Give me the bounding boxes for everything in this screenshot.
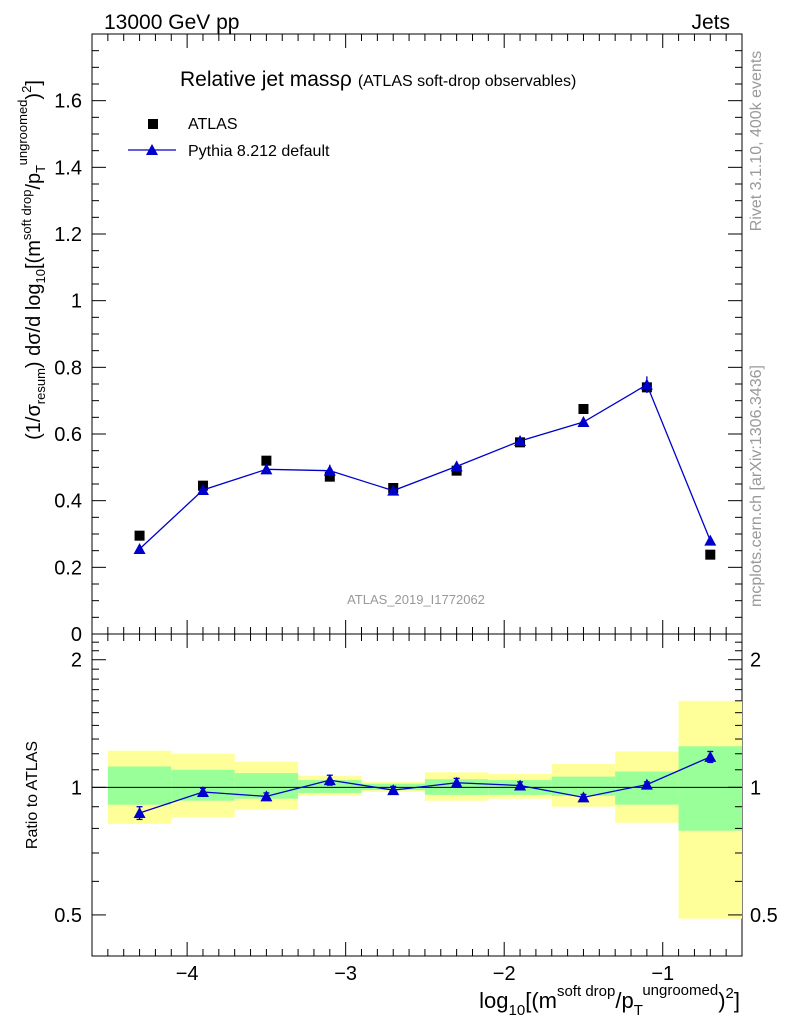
x-tick-label: −1 [651,963,674,985]
ratio-point [577,791,590,803]
y-tick-label: 1.2 [54,224,82,246]
x-label-sub-10: 10 [509,1002,526,1019]
legend-atlas-marker [148,119,158,129]
y-label-sub-10: 10 [33,269,48,283]
x-label-log: log [479,988,508,1013]
x-label-sub-t: T [634,1002,643,1019]
x-label-sup-2: 2 [726,985,734,1002]
y-label-end: ] [23,80,45,86]
legend-pythia-marker [146,144,158,155]
pythia-point [133,543,146,554]
x-label-end: ] [734,988,740,1013]
chart-title: Relative jet massρ (ATLAS soft-drop obser… [180,68,576,91]
ratio-point [640,778,653,790]
chart-title-sub: (ATLAS soft-drop observables) [358,73,576,90]
atlas-point [134,530,145,541]
analysis-id: ATLAS_2019_I1772062 [347,592,485,607]
x-tick-label: −2 [493,963,516,985]
pythia-point [387,484,400,496]
ratio-marks [133,750,717,821]
y-label-sup-softdrop: soft drop [19,190,34,241]
x-label-close: ) [718,988,725,1013]
x-tick-label: −4 [176,963,199,985]
axes-ticks: −4 −3 −2 −1 0 0.2 0.4 0.6 0.8 1 1.2 1.4 1.6 0.5 0.5 1 1 2… [54,33,778,985]
ratio-band-inner [298,780,362,793]
y-label-sup-ungroomed: ungroomed [15,100,30,166]
atlas-point [578,404,589,414]
pythia-point [323,464,336,476]
pythia-line [139,383,711,550]
x-axis-label: log10[(msoft drop/pTungroomed)2] [479,982,740,1019]
main-marks [133,376,717,560]
ratio-tick-label: 1 [71,777,82,799]
y-label-sup-2: 2 [19,86,34,93]
ratio-point [260,790,273,802]
ratio-point [387,784,400,796]
pythia-point [450,460,463,472]
y-tick-label: 1 [71,291,82,313]
x-label-sup-ungroomed: ungroomed [642,982,718,999]
y-tick-label: 0.2 [54,557,82,579]
y-label-mid: ) dσ/d log [23,283,45,368]
y-label-bracket: [(m [23,240,45,269]
y-tick-label: 0.8 [54,357,82,379]
legend-pythia-label: Pythia 8.212 default [188,143,330,160]
y-label-sub-resum: resum [33,368,48,404]
x-tick-label: −3 [334,963,357,985]
ratio-tick-label: 0.5 [54,905,82,927]
atlas-point [261,455,272,466]
ratio-point [196,785,209,797]
y-tick-label: 0 [71,624,82,646]
atlas-point [705,549,716,560]
y-axis-label: (1/σresum) dσ/d log10[(msoft drop/pTungr… [15,80,48,440]
category-label: Jets [691,11,730,34]
pythia-point [260,463,273,475]
ratio-point [704,750,717,762]
rivet-label: Rivet 3.1.10, 400k events [748,51,765,232]
y-tick-label: 1.4 [54,157,82,179]
ratio-tick-label-right: 2 [750,650,761,672]
beam-label: 13000 GeV pp [104,11,239,34]
ratio-y-label: Ratio to ATLAS [24,741,41,849]
ratio-tick-label-right: 1 [750,777,761,799]
chart-title-main: Relative jet massρ [180,68,352,91]
mcplots-label: mcplots.cern.ch [arXiv:1306.3436] [748,365,765,607]
ratio-tick-label-right: 0.5 [750,905,778,927]
pythia-point [704,534,717,546]
y-label-sub-t: T [33,165,48,173]
pythia-point [196,484,209,495]
y-tick-label: 1.6 [54,91,82,113]
y-label-prefix: (1/σ [23,404,45,440]
ratio-band-inner [107,766,172,805]
ratio-tick-label: 2 [71,650,82,672]
x-label-slash: /p [615,988,633,1013]
y-label-slash: /p [23,173,45,190]
legend-atlas-label: ATLAS [188,116,238,133]
ratio-line [139,756,711,814]
x-label-sup-softdrop: soft drop [557,983,615,1000]
ratio-bands [92,700,742,919]
pythia-point [514,435,527,446]
pythia-point [577,416,590,427]
y-tick-label: 0.4 [54,491,82,513]
ratio-point [450,776,463,788]
ratio-band-inner [551,776,616,796]
y-tick-label: 0.6 [54,424,82,446]
ratio-point [323,774,336,786]
ratio-point [514,779,527,791]
x-label-bracket: [(m [525,988,557,1013]
ratio-point [133,806,146,818]
y-label-close: ) [23,93,45,100]
pythia-point [640,378,653,390]
